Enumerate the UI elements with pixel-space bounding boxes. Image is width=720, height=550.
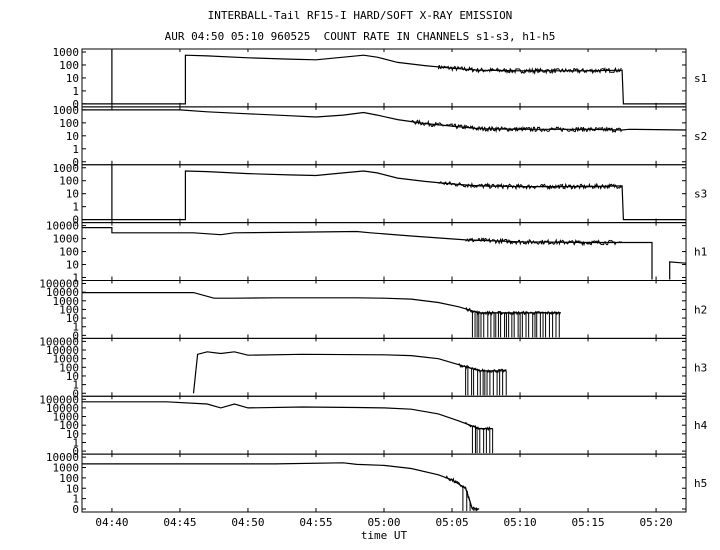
- y-tick-label-s3: 10: [66, 188, 79, 201]
- chart-subtitle: AUR 04:50 05:10 960525 COUNT RATE IN CHA…: [164, 30, 556, 43]
- x-tick-label: 04:45: [163, 516, 196, 529]
- y-tick-label-h1: 100: [59, 246, 79, 259]
- y-tick-label-h5: 10000: [46, 451, 79, 464]
- series-noise-h3: [458, 363, 507, 374]
- y-tick-label-s2: 1: [72, 143, 79, 156]
- panel-frame-h2: [81, 280, 687, 339]
- panel-frame-s2: [81, 106, 687, 166]
- y-tick-label-s1: 100: [59, 59, 79, 72]
- series-noise-s2: [410, 119, 623, 134]
- series-noise-s3: [438, 180, 622, 191]
- y-tick-label-s2: 100: [59, 117, 79, 130]
- y-tick-label-h2: 0: [72, 329, 79, 342]
- channel-label-h5: h5: [694, 477, 707, 490]
- channel-label-h4: h4: [694, 419, 708, 432]
- series-noise-h5: [444, 475, 480, 512]
- channel-label-h3: h3: [694, 361, 707, 374]
- panel-frame-s3: [81, 164, 687, 224]
- y-tick-label-h2: 1000: [53, 295, 80, 308]
- y-tick-label-h2: 10000: [46, 286, 79, 299]
- y-tick-label-h5: 0: [72, 503, 79, 516]
- channel-label-s2: s2: [694, 130, 707, 143]
- x-tick-label: 04:50: [231, 516, 264, 529]
- y-tick-label-s1: 1: [72, 85, 79, 98]
- y-tick-label-s3: 100: [59, 175, 79, 188]
- series-line-h2: [82, 292, 561, 314]
- channel-label-s3: s3: [694, 188, 707, 201]
- series-line-h1: [82, 227, 653, 280]
- panel-frame-h4: [81, 395, 687, 455]
- y-tick-label-h5: 100: [59, 472, 79, 485]
- y-tick-label-h1: 1: [72, 272, 79, 285]
- y-tick-label-h4: 10000: [46, 402, 79, 415]
- panel-frame-h5: [81, 453, 687, 513]
- y-tick-label-s1: 0: [72, 98, 79, 111]
- y-tick-label-h3: 100: [59, 361, 79, 374]
- y-tick-label-h1: 1000: [53, 233, 80, 246]
- chart-title: INTERBALL-Tail RF15-I HARD/SOFT X-RAY EM…: [207, 9, 513, 22]
- channel-label-h2: h2: [694, 303, 707, 316]
- y-tick-label-h4: 1: [72, 436, 79, 449]
- series-line-h3: [192, 351, 507, 394]
- series-noise-h1: [465, 237, 622, 247]
- x-tick-label: 04:55: [299, 516, 332, 529]
- y-tick-label-h4: 100: [59, 419, 79, 432]
- series-noise-s1: [437, 64, 622, 75]
- y-tick-label-h4: 1000: [53, 411, 80, 424]
- panel-frame-s1: [81, 48, 687, 108]
- panel-frame-h1: [81, 222, 687, 281]
- y-tick-label-h3: 0: [72, 387, 79, 400]
- y-tick-label-s3: 0: [72, 214, 79, 227]
- y-tick-label-h1: 10000: [46, 220, 79, 233]
- panel-frame-h3: [81, 337, 687, 397]
- series-line-h4: [82, 401, 493, 430]
- x-tick-label: 05:10: [503, 516, 536, 529]
- x-tick-label: 05:05: [435, 516, 468, 529]
- y-tick-label-h4: 10: [66, 428, 79, 441]
- y-tick-label-s2: 1000: [53, 104, 80, 117]
- y-tick-label-s1: 1000: [53, 46, 80, 59]
- series-line-s3: [82, 165, 686, 221]
- y-tick-label-h5: 1000: [53, 462, 80, 475]
- title-area: INTERBALL-Tail RF15-I HARD/SOFT X-RAY EM…: [0, 0, 720, 50]
- channel-label-s1: s1: [694, 72, 707, 85]
- y-tick-label-h2: 100000: [39, 278, 79, 291]
- y-tick-label-h2: 100: [59, 303, 79, 316]
- y-tick-label-h2: 1: [72, 321, 79, 334]
- y-tick-label-s3: 1000: [53, 162, 80, 175]
- y-tick-label-h3: 1: [72, 379, 79, 392]
- y-tick-label-h3: 100000: [39, 335, 79, 348]
- x-tick-label: 05:20: [640, 516, 673, 529]
- y-tick-label-h5: 1: [72, 493, 79, 506]
- y-tick-label-h4: 100000: [39, 393, 79, 406]
- y-tick-label-h3: 1000: [53, 353, 80, 366]
- channel-label-h1: h1: [694, 246, 707, 259]
- y-tick-label-s3: 1: [72, 201, 79, 214]
- x-tick-label: 04:40: [95, 516, 128, 529]
- series-line-s1: [82, 50, 686, 105]
- y-tick-label-h1: 10: [66, 259, 79, 272]
- series-line-h5: [82, 462, 480, 510]
- series-noise-h4: [465, 421, 493, 432]
- y-tick-label-h4: 0: [72, 445, 79, 458]
- y-tick-label-s2: 0: [72, 156, 79, 169]
- y-tick-label-s2: 10: [66, 130, 79, 143]
- y-tick-label-h3: 10000: [46, 344, 79, 357]
- y-tick-label-s1: 10: [66, 72, 79, 85]
- y-tick-label-h5: 10: [66, 482, 79, 495]
- y-tick-label-h2: 10: [66, 312, 79, 325]
- x-tick-label: 05:15: [571, 516, 604, 529]
- series-line-h1: [669, 261, 687, 280]
- series-line-s2: [82, 109, 687, 131]
- x-tick-label: 05:00: [367, 516, 400, 529]
- x-axis-label: time UT: [361, 529, 408, 542]
- y-tick-label-h3: 10: [66, 370, 79, 383]
